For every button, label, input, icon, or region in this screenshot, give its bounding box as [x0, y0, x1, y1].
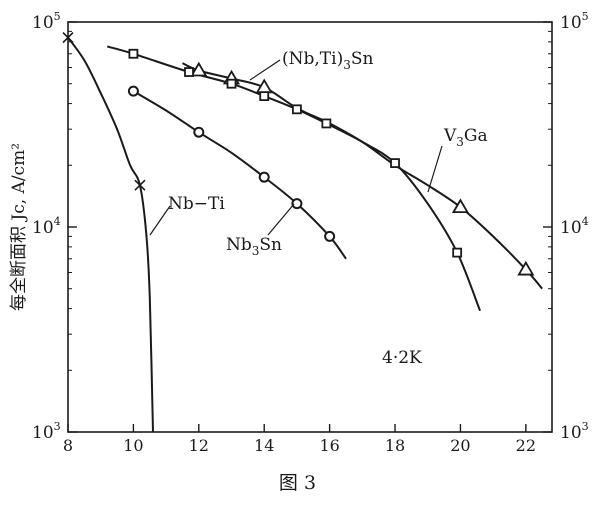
curves [67, 36, 543, 433]
marker-stroke [62, 31, 74, 44]
marker-v-ga [321, 118, 332, 129]
series-label-v3ga: V3Ga [443, 126, 488, 149]
marker-v-ga [452, 247, 463, 258]
leader-line-nb-ti [149, 205, 171, 236]
series-label-nb3sn: Nb3Sn [226, 235, 282, 258]
marker-nb-sn [258, 171, 270, 183]
x-tick-label: 20 [450, 436, 470, 455]
marker-nb-sn [291, 198, 303, 210]
y-axis-right: 105 104 103 [543, 10, 589, 443]
x-tick-label: 14 [254, 436, 274, 455]
y-tick-label: 105 [32, 10, 61, 33]
marker-v-ga [259, 91, 270, 102]
plot-border [67, 21, 553, 433]
x-tick-label: 12 [189, 436, 209, 455]
y-tick-label: 104 [560, 215, 589, 238]
marker-nb-ti [134, 179, 146, 191]
marker-stroke [134, 179, 146, 191]
marker-nb-ti-sn [451, 198, 469, 214]
plot-frame [67, 21, 553, 433]
x-tick-label: 8 [63, 436, 73, 455]
marker-nb-ti-sn [517, 260, 535, 276]
curve-v-ga [106, 45, 482, 312]
x-tick-label: 10 [123, 436, 143, 455]
y-tick-label: 104 [32, 215, 61, 238]
y-tick-label: 103 [32, 420, 61, 443]
marker-v-ga [390, 158, 400, 168]
y-axis-left: 105 104 103 每全断面积 Jc, A/cm² [9, 10, 77, 443]
figure-caption: 图 3 [278, 472, 317, 494]
series-label-nb-ti-3sn: (Nb,Ti)3Sn [282, 49, 373, 72]
marker-nb-sn [127, 85, 139, 97]
temperature-annotation: 4·2K [382, 348, 422, 368]
leader-line-nb-ti-3sn [249, 59, 281, 81]
x-tick-label: 22 [516, 436, 536, 455]
marker-v-ga [128, 48, 139, 59]
marker-nb-ti [62, 31, 74, 44]
markers [62, 31, 535, 276]
curve-nb-ti [67, 36, 154, 433]
y-tick-label: 105 [560, 10, 589, 33]
series-labels: (Nb,Ti)3Sn V3Ga Nb−Ti Nb3Sn 4·2K [149, 49, 488, 368]
marker-nb-sn [324, 230, 336, 242]
leader-line-nb3sn [267, 203, 295, 236]
x-tick-label: 18 [385, 436, 405, 455]
series-label-nb-ti: Nb−Ti [168, 194, 225, 214]
marker-v-ga [226, 78, 237, 89]
x-tick-label: 16 [319, 436, 339, 455]
y-axis-label: 每全断面积 Jc, A/cm² [9, 143, 29, 311]
marker-nb-sn [193, 126, 205, 138]
x-axis: 8 10 12 14 16 18 20 22 [63, 424, 536, 455]
y-tick-label: 103 [560, 420, 589, 443]
marker-nb-ti-sn [190, 61, 208, 77]
marker-v-ga [292, 104, 302, 115]
leader-line-v3ga [427, 145, 443, 193]
chart-figure: 8 10 12 14 16 18 20 22 105 104 103 每全断面积 Jc, A/cm²… [9, 10, 589, 455]
marker-v-ga [184, 67, 194, 77]
